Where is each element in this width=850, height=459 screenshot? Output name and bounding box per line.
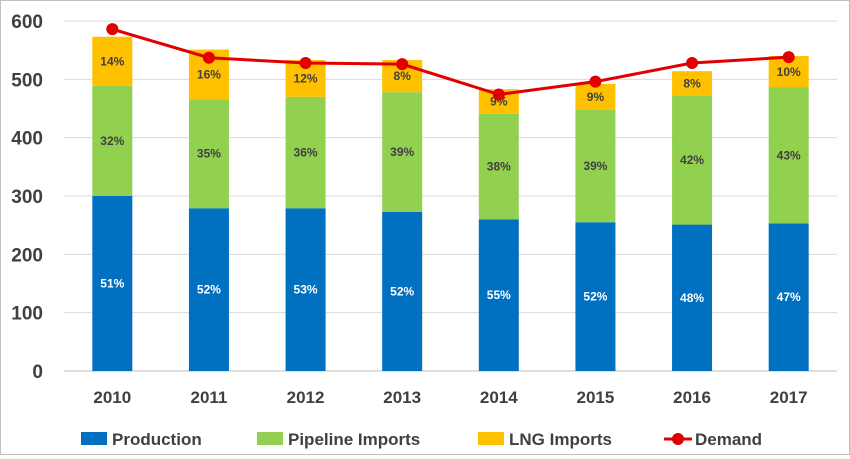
bar-data-label: 12% xyxy=(294,71,318,85)
legend-label-lng-imports: LNG Imports xyxy=(509,430,612,449)
bar-production xyxy=(382,211,423,371)
bar-data-label: 8% xyxy=(394,69,412,83)
bar-data-label: 39% xyxy=(390,145,414,159)
x-tick-label: 2010 xyxy=(93,388,131,407)
x-tick-label: 2014 xyxy=(480,388,518,407)
demand-point xyxy=(492,88,505,101)
legend-swatch-lng-imports xyxy=(478,432,504,445)
y-tick-label: 300 xyxy=(11,187,43,208)
bar-production xyxy=(92,196,133,371)
legend-label-demand: Demand xyxy=(695,430,762,449)
bar-production xyxy=(188,208,229,371)
y-tick-label: 100 xyxy=(11,304,43,325)
y-tick-label: 500 xyxy=(11,70,43,91)
demand-point xyxy=(782,51,795,64)
bar-lng-imports xyxy=(672,71,713,96)
bar-data-label: 55% xyxy=(487,288,511,302)
bar-data-label: 35% xyxy=(197,147,221,161)
gridlines xyxy=(64,20,837,372)
x-axis-ticks: 2010 2011 2012 2013 2014 2015 2016 2017 xyxy=(93,388,807,407)
x-tick-label: 2016 xyxy=(673,388,711,407)
bar-production xyxy=(672,224,713,371)
demand-series-line xyxy=(111,27,789,97)
bar-pipeline-imports xyxy=(382,92,423,212)
bar-data-label: 8% xyxy=(683,76,701,90)
demand-point xyxy=(106,23,119,36)
legend-swatch-pipeline-imports xyxy=(257,432,283,445)
bar-data-label: 48% xyxy=(680,291,704,305)
bar-production xyxy=(285,208,326,371)
legend-swatch-production xyxy=(81,432,107,445)
legend-label-pipeline-imports: Pipeline Imports xyxy=(288,430,420,449)
bar-data-label: 43% xyxy=(777,148,801,162)
y-tick-label: 0 xyxy=(32,362,43,383)
y-tick-label: 400 xyxy=(11,129,43,150)
bar-data-label: 52% xyxy=(197,283,221,297)
bar-pipeline-imports xyxy=(188,99,229,209)
bar-data-label: 10% xyxy=(777,65,801,79)
y-tick-label: 200 xyxy=(11,245,43,266)
bar-pipeline-imports xyxy=(672,95,713,225)
bar-production xyxy=(768,223,809,371)
bar-data-label: 52% xyxy=(390,284,414,298)
bar-data-label: 39% xyxy=(583,159,607,173)
bar-data-label: 36% xyxy=(294,146,318,160)
demand-point xyxy=(589,75,602,88)
bar-pipeline-imports xyxy=(92,85,133,196)
x-tick-label: 2015 xyxy=(577,388,615,407)
demand-point xyxy=(299,57,312,69)
bar-data-label: 9% xyxy=(587,90,605,104)
bar-data-label: 38% xyxy=(487,160,511,174)
bar-pipeline-imports xyxy=(768,87,809,224)
bar-production xyxy=(575,222,616,371)
demand-point xyxy=(202,51,215,64)
y-axis-ticks: 0 100 200 300 400 500 600 xyxy=(11,12,43,383)
bar-production xyxy=(478,219,519,371)
y-tick-label: 600 xyxy=(11,12,43,33)
x-tick-label: 2013 xyxy=(383,388,421,407)
x-tick-label: 2017 xyxy=(770,388,808,407)
legend: Production Pipeline Imports LNG Imports Dem… xyxy=(81,430,762,449)
bar-data-label: 42% xyxy=(680,153,704,167)
bar-data-label: 51% xyxy=(100,277,124,291)
bar-data-label: 47% xyxy=(777,290,801,304)
legend-label-production: Production xyxy=(112,430,202,449)
bar-lng-imports xyxy=(575,84,616,110)
bar-data-label: 52% xyxy=(583,290,607,304)
bar-pipeline-imports xyxy=(285,96,326,209)
bar-data-label: 32% xyxy=(100,134,124,148)
demand-point xyxy=(686,57,699,69)
bar-pipeline-imports xyxy=(478,113,519,220)
demand-line xyxy=(106,23,795,101)
bar-data-label: 16% xyxy=(197,67,221,81)
bars xyxy=(92,36,809,371)
bar-pipeline-imports xyxy=(575,109,616,223)
x-tick-label: 2012 xyxy=(287,388,325,407)
legend-marker-demand xyxy=(672,433,684,445)
bar-data-label: 14% xyxy=(100,54,124,68)
x-tick-label: 2011 xyxy=(190,388,227,407)
bar-data-label: 53% xyxy=(294,283,318,297)
bar-lng-imports xyxy=(92,36,133,86)
demand-point xyxy=(396,58,409,71)
